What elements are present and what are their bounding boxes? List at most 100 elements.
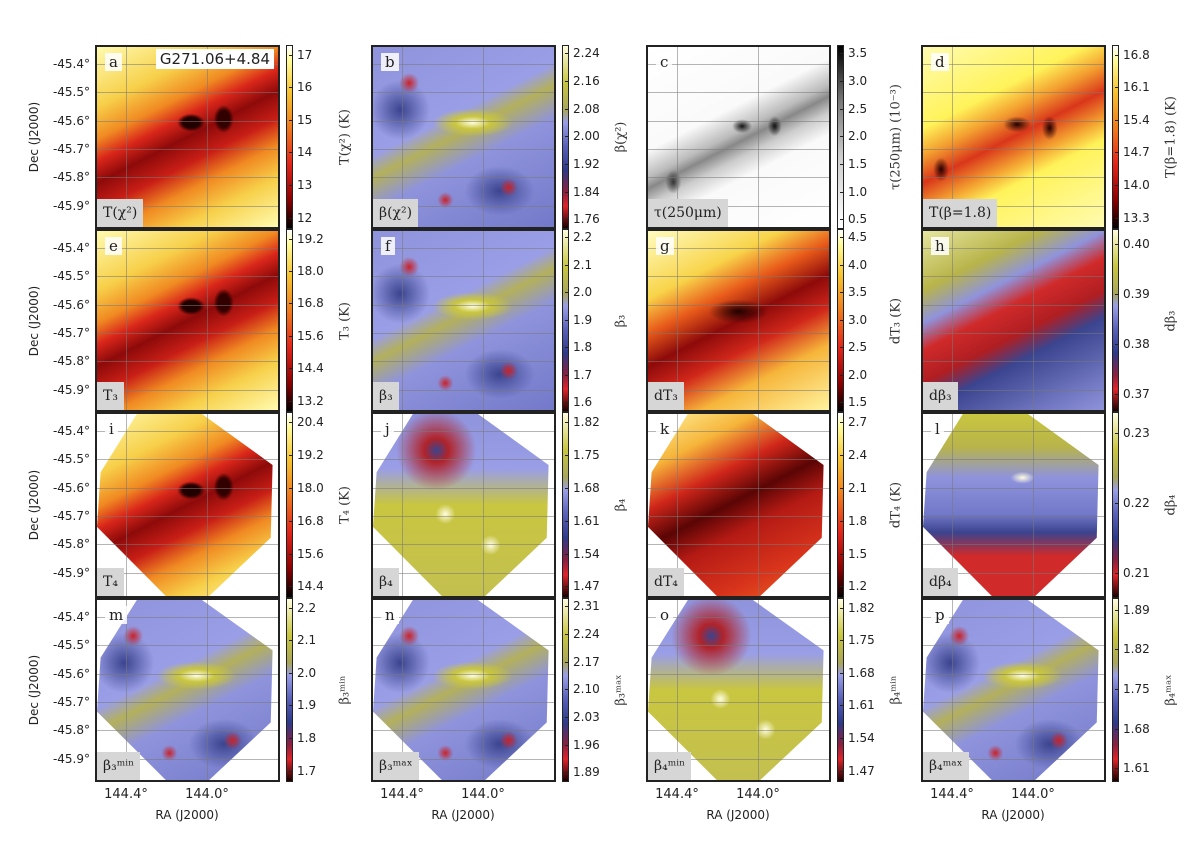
colorbar-tick-mark [1115, 185, 1119, 187]
colorbar-tick-mark [565, 237, 569, 239]
ra-tick-label: 144.0° [185, 787, 229, 802]
grid-line-dec [373, 332, 554, 334]
grid-line-dec [648, 304, 829, 306]
colorbar-label: τ(250μm) (10⁻³) [888, 84, 904, 190]
colorbar-tick-label: 1.68 [848, 665, 875, 680]
panel-quantity-label: dT₄ [648, 568, 684, 596]
colorbar-tick-label: 14.4 [297, 361, 324, 376]
colorbar-tick-mark [840, 136, 844, 138]
ra-tick-label: 144.4° [930, 787, 974, 802]
colorbar-tick-label: 3.5 [848, 285, 868, 300]
colorbar-tick-mark [565, 136, 569, 138]
colorbar-tick-mark [289, 607, 293, 609]
colorbar-tick-label: 1.8 [573, 340, 593, 355]
colorbar-label: β₄ᵐⁱⁿ [888, 675, 904, 705]
colorbar-tick-label: 1.82 [848, 600, 875, 615]
grid-line-dec [648, 730, 829, 732]
colorbar-tick-mark [289, 54, 293, 56]
y-axis-label: Dec (J2000) [27, 285, 41, 356]
colorbar-tick-label: 1.2 [848, 579, 868, 594]
colorbar-tick-label: 14.7 [1123, 145, 1150, 160]
grid-line-ra [126, 231, 127, 410]
grid-line-ra [483, 231, 484, 410]
colorbar [837, 598, 844, 782]
colorbar-tick-mark [565, 772, 569, 774]
map-image [373, 414, 549, 596]
colorbar-tick-mark [289, 217, 293, 219]
grid-line-dec [648, 515, 829, 517]
grid-line-ra [952, 414, 953, 596]
colorbar-tick-label: 1.61 [573, 513, 600, 528]
dec-tick-label: -45.8° [52, 537, 90, 552]
grid-line-dec [648, 205, 829, 207]
grid-line-ra [126, 600, 127, 780]
colorbar-tick-label: 2.5 [848, 101, 868, 116]
grid-line-ra [126, 47, 127, 227]
map-panel-e: e T₃ [95, 229, 280, 412]
grid-line-dec [648, 389, 829, 391]
grid-line-dec [648, 276, 829, 278]
colorbar-tick-label: 2.17 [573, 654, 600, 669]
grid-line-dec [648, 92, 829, 94]
grid-line-ra [1033, 414, 1034, 596]
panel-quantity-label: τ(250μm) [648, 199, 728, 227]
colorbar-tick-label: 2.0 [573, 285, 593, 300]
grid-line-dec [97, 758, 278, 760]
colorbar-tick-label: 1.54 [573, 546, 600, 561]
colorbar-tick-label: 0.21 [1123, 566, 1150, 581]
grid-line-dec [648, 544, 829, 546]
colorbar-tick-label: 1.89 [573, 765, 600, 780]
colorbar-tick-mark [840, 219, 844, 221]
colorbar-tick-label: 1.75 [848, 633, 875, 648]
panel-quantity-label: T₃ [97, 382, 124, 410]
grid-line-ra [677, 414, 678, 596]
colorbar-tick-mark [1115, 503, 1119, 505]
dec-tick-label: -45.5° [52, 85, 90, 100]
grid-line-dec [923, 64, 1104, 65]
colorbar-tick-label: 2.0 [848, 367, 868, 382]
grid-line-dec [97, 431, 278, 432]
colorbar-tick-mark [289, 271, 293, 273]
grid-line-ra [207, 600, 208, 780]
colorbar-tick-mark [289, 400, 293, 402]
colorbar-label: dT₃ (K) [888, 297, 904, 344]
colorbar-tick-mark [840, 607, 844, 609]
colorbar-tick-mark [1115, 689, 1119, 690]
dec-tick-label: -45.4° [52, 424, 90, 438]
colorbar-tick-label: 1.6 [573, 395, 593, 410]
colorbar-tick-mark [289, 335, 293, 337]
map-panel-j: j β₄ [371, 412, 556, 598]
colorbar-tick-mark [565, 606, 569, 608]
colorbar-tick-mark [840, 402, 844, 404]
dec-tick-label: -45.5° [52, 452, 90, 467]
ra-tick-label: 144.4° [655, 787, 699, 802]
grid-line-dec [648, 459, 829, 461]
colorbar [1112, 45, 1119, 229]
colorbar-tick-mark [1115, 244, 1119, 246]
dec-tick-label: -45.4° [52, 610, 90, 624]
grid-line-ra [483, 47, 484, 227]
map-panel-k: k dT₄ [646, 412, 831, 598]
map-panel-n: n β₃ᵐᵃˣ [371, 598, 556, 782]
colorbar-tick-mark [289, 119, 293, 121]
colorbar-tick-label: 2.1 [573, 257, 593, 272]
grid-line-dec [648, 645, 829, 647]
colorbar-tick-label: 2.7 [848, 414, 868, 429]
dec-tick-label: -45.9° [52, 565, 90, 580]
colorbar-tick-mark [1115, 394, 1119, 396]
colorbar-tick-label: 2.00 [573, 129, 600, 144]
grid-line-ra [402, 47, 403, 227]
colorbar-tick-label: 19.2 [297, 447, 324, 462]
grid-line-ra [1033, 47, 1034, 227]
colorbar [286, 598, 293, 782]
colorbar-tick-mark [565, 421, 569, 423]
colorbar [286, 229, 293, 412]
map-panel-i: i T₄ [95, 412, 280, 598]
ra-tick-label: 144.0° [461, 787, 505, 802]
colorbar-tick-mark [840, 705, 844, 707]
grid-line-dec [97, 120, 278, 122]
panel-quantity-label: dT₃ [648, 382, 684, 410]
colorbar-tick-label: 0.39 [1123, 287, 1150, 302]
map-panel-h: h dβ₃ [921, 229, 1106, 412]
